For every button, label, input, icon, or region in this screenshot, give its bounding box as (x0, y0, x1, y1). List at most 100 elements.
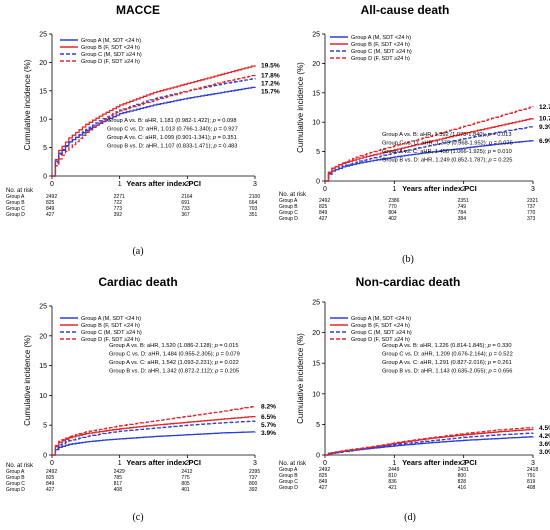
risk-value: 402 (388, 216, 397, 222)
end-label-a: 3.0% (539, 449, 550, 456)
legend-entry: Group C (M, SDT ≥24 h) (351, 330, 412, 336)
end-label-d: 8.2% (261, 404, 276, 411)
x-tick-label: 1 (392, 186, 396, 193)
risk-value: 2412 (181, 469, 192, 475)
x-tick-label: 0 (323, 186, 327, 193)
x-axis-label: Years after index PCI (126, 179, 201, 188)
y-tick-label: 5 (43, 423, 47, 430)
legend-entry: Group A (M, SDT <24 h) (351, 316, 411, 322)
panel-label: (c) (132, 512, 143, 523)
risk-value: 805 (181, 481, 190, 487)
risk-value: 733 (181, 206, 190, 212)
end-label-b: 4.2% (539, 433, 550, 440)
panel-label: (b) (402, 254, 414, 265)
risk-group-label: Group D (279, 485, 298, 491)
risk-value: 722 (114, 200, 123, 206)
series-line-b (325, 118, 534, 182)
risk-value: 2386 (388, 198, 399, 204)
end-label-a: 6.9% (539, 138, 550, 145)
y-tick-label: 25 (312, 32, 320, 39)
legend-entry: Group B (F, SDT <24 h) (351, 323, 410, 329)
risk-value: 2492 (46, 469, 57, 475)
risk-value: 416 (458, 485, 467, 491)
risk-value: 775 (181, 475, 190, 481)
y-tick-label: 25 (312, 300, 320, 307)
legend-entry: Group B (F, SDT <24 h) (351, 42, 410, 48)
legend-entry: Group C (M, SDT ≥24 h) (81, 330, 142, 336)
x-axis-label: Years after index PCI (402, 184, 477, 193)
y-tick-label: 10 (312, 391, 320, 398)
y-tick-label: 25 (39, 32, 47, 39)
stat-line: Group C vs. D: aHR, 1.375 (0.968-1.952);… (382, 141, 513, 147)
series-line-d (52, 74, 256, 177)
series-line-c (325, 432, 534, 456)
x-tick-label: 2 (185, 460, 189, 467)
panel-label: (a) (132, 246, 143, 257)
stat-line: Group C vs. D: aHR, 1.484 (0.955-2.305);… (109, 352, 240, 358)
panel-3: Cardiac death 0 5 10 15 20 25 0 1 2 3 Cumulative in… (6, 275, 276, 523)
risk-value: 810 (388, 473, 397, 479)
risk-group-label: Group A (279, 198, 298, 204)
stat-line: Group C vs. D: aHR, 1.013 (0.766-1.340);… (107, 127, 238, 133)
risk-table-header: No. at risk (279, 461, 307, 467)
risk-value: 384 (458, 216, 467, 222)
y-tick-label: 20 (39, 333, 47, 340)
x-tick-label: 3 (253, 460, 257, 467)
stat-line: Group A vs. B: aHR, 1.226 (0.814-1.845);… (382, 343, 511, 349)
risk-value: 819 (527, 479, 536, 485)
risk-value: 408 (114, 487, 123, 493)
y-tick-label: 5 (43, 145, 47, 152)
risk-value: 351 (249, 212, 258, 218)
risk-value: 825 (319, 473, 328, 479)
legend-entry: Group A (M, SDT <24 h) (81, 316, 141, 322)
y-tick-label: 20 (39, 60, 47, 67)
x-tick-label: 1 (392, 460, 396, 467)
risk-value: 427 (319, 485, 328, 491)
risk-group-label: Group B (279, 473, 298, 479)
y-tick-label: 10 (39, 393, 47, 400)
risk-group-label: Group C (6, 206, 25, 212)
panel-label: (d) (404, 512, 416, 523)
risk-value: 427 (46, 487, 55, 493)
x-tick-label: 2 (462, 186, 466, 193)
stat-line: Group A vs. B: aHR, 1.392 (1.073-1.840);… (382, 132, 511, 138)
x-axis-label: Years after index PCI (402, 458, 477, 467)
y-tick-label: 10 (39, 117, 47, 124)
risk-group-label: Group B (6, 475, 25, 481)
risk-value: 421 (388, 485, 397, 491)
end-label-d: 17.8% (261, 72, 280, 79)
risk-value: 2492 (319, 198, 330, 204)
series-line-c (325, 126, 534, 182)
risk-value: 427 (319, 216, 328, 222)
risk-value: 849 (46, 206, 55, 212)
stat-line: Group A vs. C: aHR, 1.450 (1.066-1.925);… (382, 149, 512, 155)
risk-value: 804 (388, 210, 397, 216)
series-line-c (52, 78, 256, 177)
end-label-a: 3.9% (261, 430, 276, 437)
risk-group-label: Group D (6, 212, 25, 218)
risk-value: 392 (114, 212, 123, 218)
risk-group-label: Group D (6, 487, 25, 493)
stat-line: Group A vs. B: aHR, 1.181 (0.982-1.422);… (107, 118, 236, 124)
risk-value: 2449 (388, 467, 399, 473)
legend-entry: Group B (F, SDT <24 h) (81, 45, 140, 51)
risk-value: 828 (458, 479, 467, 485)
y-tick-label: 5 (316, 149, 320, 156)
risk-value: 2164 (181, 194, 192, 200)
y-tick-label: 0 (43, 174, 47, 181)
risk-value: 2429 (114, 469, 125, 475)
y-tick-label: 15 (312, 90, 320, 97)
risk-value: 849 (46, 481, 55, 487)
risk-value: 773 (114, 206, 123, 212)
y-tick-label: 0 (316, 453, 320, 460)
series-line-c (52, 420, 256, 456)
risk-value: 2418 (527, 467, 538, 473)
stat-line: Group A vs. C: aHR, 1.099 (0.901-1.341);… (107, 135, 237, 141)
legend-entry: Group C (M, SDT ≥24 h) (81, 52, 142, 58)
risk-value: 691 (181, 200, 190, 206)
legend-entry: Group A (M, SDT <24 h) (81, 38, 141, 44)
risk-value: 2395 (249, 469, 260, 475)
risk-value: 2431 (458, 467, 469, 473)
risk-table-header: No. at risk (6, 463, 34, 469)
y-tick-label: 20 (312, 330, 320, 337)
